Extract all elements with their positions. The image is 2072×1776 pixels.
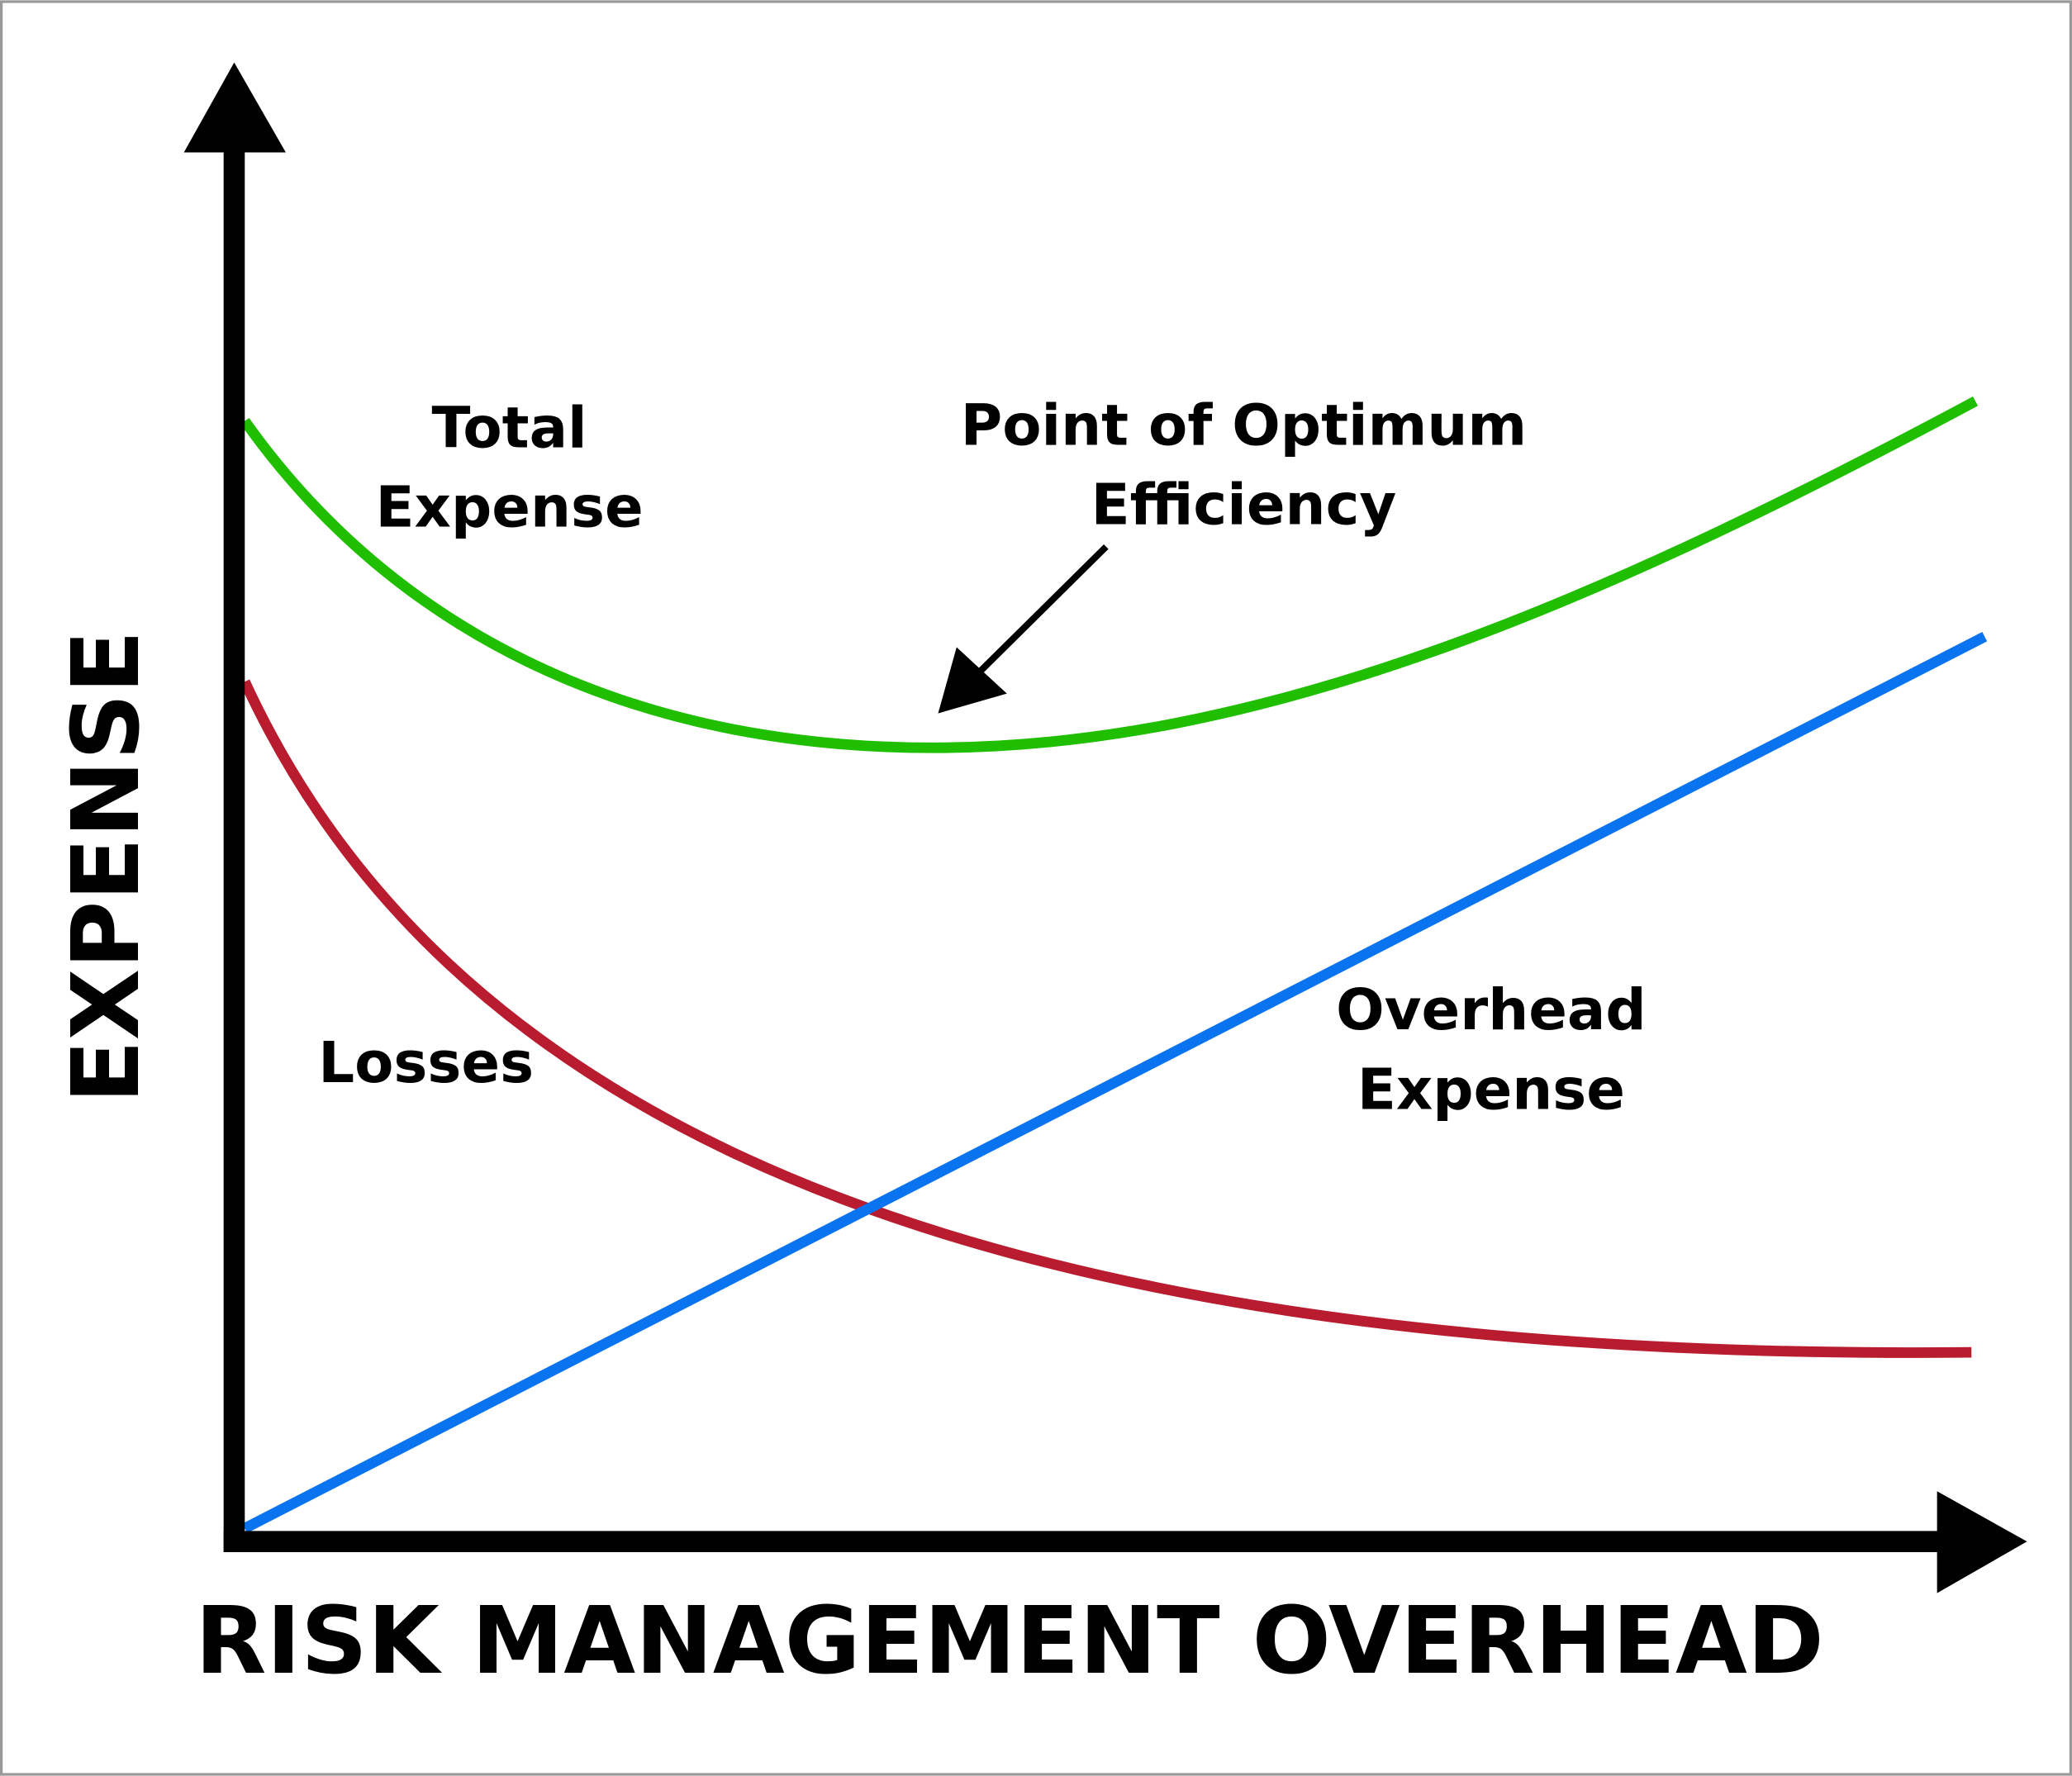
label: Efficiency — [1091, 472, 1397, 538]
label: Expense — [376, 475, 644, 541]
label: Total — [432, 396, 587, 462]
label: Point of Optimum — [961, 392, 1527, 458]
label: Losses — [318, 1030, 534, 1096]
losses-curve — [240, 679, 1972, 1358]
x-axis-label: RISK MANAGEMENT OVERHEAD — [195, 1588, 1824, 1695]
overhead-line — [242, 632, 1988, 1533]
total-expense-curve — [240, 396, 1979, 753]
x-axis-arrow — [1937, 1491, 2027, 1593]
y-axis-arrow — [183, 62, 286, 153]
label: Overhead — [1336, 977, 1647, 1043]
pointer-line — [974, 544, 1109, 677]
pointer-head — [938, 647, 1007, 714]
y-axis-label: EXPENSE — [53, 630, 160, 1104]
label: Expense — [1357, 1057, 1625, 1123]
